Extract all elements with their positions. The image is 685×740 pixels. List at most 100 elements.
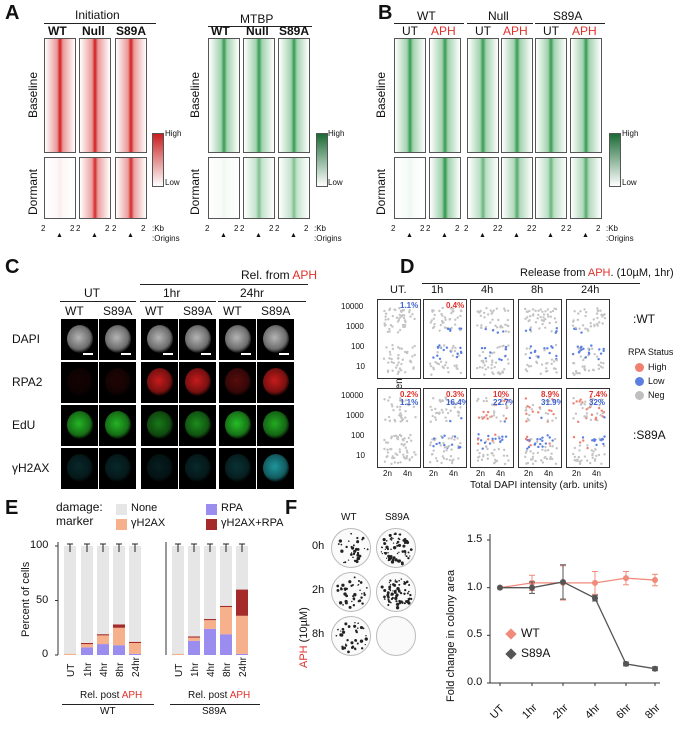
scatter-point [554, 321, 558, 324]
scatter-point [481, 359, 485, 363]
colony [352, 556, 354, 559]
c-rel-from: Rel. from APH [241, 268, 318, 282]
colony [380, 546, 383, 548]
e-rel-post-wt: Rel. post APH [80, 690, 142, 701]
scatter-point [436, 351, 439, 354]
scatter-point [544, 449, 547, 452]
scatter-point [586, 446, 589, 450]
scatter-point [574, 412, 578, 415]
scatter-point [450, 437, 453, 440]
scatter-point [502, 307, 506, 310]
a2-tick-left: 2 [205, 224, 210, 233]
panel-letter-b: B [378, 2, 393, 24]
colony [357, 579, 361, 582]
colony [399, 602, 401, 605]
scatter-point [402, 309, 406, 312]
micrograph-cell [99, 405, 136, 446]
scatter-point [503, 462, 507, 466]
scatter-point [535, 361, 539, 365]
scatter-point [440, 434, 443, 438]
b-treat-ut: UT [402, 24, 418, 38]
scatter-point [541, 439, 544, 443]
colony [380, 551, 383, 553]
scatter-point [550, 362, 553, 366]
colony [396, 552, 399, 555]
colony [338, 601, 343, 605]
scatter-point [383, 438, 386, 442]
scatter-point [531, 410, 535, 413]
pct-blue: 22.7% [493, 398, 514, 407]
scatter-point [432, 368, 436, 371]
e-rel-post-s89a: Rel. post APH [188, 690, 250, 701]
scatter-point [443, 446, 447, 449]
a-tick-left: 2 [112, 224, 117, 233]
scatter-point [579, 398, 582, 401]
scatter-point [438, 329, 441, 332]
scatter-point [488, 415, 492, 419]
micrograph-cell [179, 362, 216, 403]
scatter-point [591, 439, 594, 442]
colony [357, 553, 360, 555]
colony [397, 543, 402, 547]
bar-none [81, 546, 93, 655]
scatter-point [594, 448, 597, 451]
c-row-label-2: EdU [12, 418, 36, 432]
scatter-point [531, 308, 535, 311]
scatter-point [482, 399, 486, 403]
origin-marker-icon: ▲ [479, 232, 486, 239]
colony [388, 585, 392, 589]
scatter-point [449, 419, 452, 423]
scatter-points [475, 306, 510, 376]
origin-marker-icon: ▲ [441, 232, 448, 239]
scatter-point [525, 435, 529, 439]
scatter-point [434, 360, 437, 364]
scatter-point [573, 373, 576, 377]
scatter-point [506, 324, 509, 327]
scatter-point [448, 317, 452, 321]
colony-dots [380, 578, 413, 610]
scatter-point [403, 325, 407, 328]
scatter-point [524, 397, 528, 400]
colony [392, 556, 396, 560]
scatter-point [452, 344, 455, 348]
scatter-point [398, 328, 402, 332]
scatter-point [548, 442, 551, 445]
scatter-point [478, 354, 481, 357]
scatter-point [409, 439, 413, 442]
scatter-point [596, 324, 599, 327]
scatter-point [593, 459, 597, 462]
scatter-point [599, 361, 603, 364]
scatter-point [384, 315, 387, 318]
scatter-point [384, 418, 387, 421]
pct-blue: 31.9% [541, 398, 562, 407]
micrograph-cell [99, 319, 136, 360]
c-genotype-label: WT [223, 304, 242, 318]
bar-γH2AX [220, 607, 232, 635]
scatter-point [439, 444, 442, 447]
scatter-point [396, 453, 399, 457]
scatter-points [382, 307, 416, 376]
micrograph-cell [141, 405, 178, 446]
colony [407, 601, 411, 605]
scatter-point [599, 438, 603, 442]
bar-γH2AX [129, 643, 141, 654]
b-treat-ut: UT [475, 24, 491, 38]
scatter-point [431, 438, 434, 441]
b-treat-aph: APH [431, 24, 456, 38]
scatter-point [401, 358, 404, 361]
scatter-point [453, 438, 456, 441]
scatter-point [592, 438, 596, 441]
scatter-point [489, 321, 492, 324]
scatter-point [551, 419, 554, 422]
scatter-point [477, 397, 480, 401]
scatter-point [433, 313, 436, 317]
scatter-point [541, 448, 544, 451]
scatter-point [455, 402, 459, 405]
colony [353, 598, 356, 601]
c-genotype-label: S89A [103, 304, 133, 318]
scatter-point [541, 445, 544, 448]
scatter-point [539, 442, 542, 446]
scatter-point [528, 439, 531, 442]
origin-marker-icon: ▲ [127, 232, 134, 239]
colony [358, 599, 362, 603]
